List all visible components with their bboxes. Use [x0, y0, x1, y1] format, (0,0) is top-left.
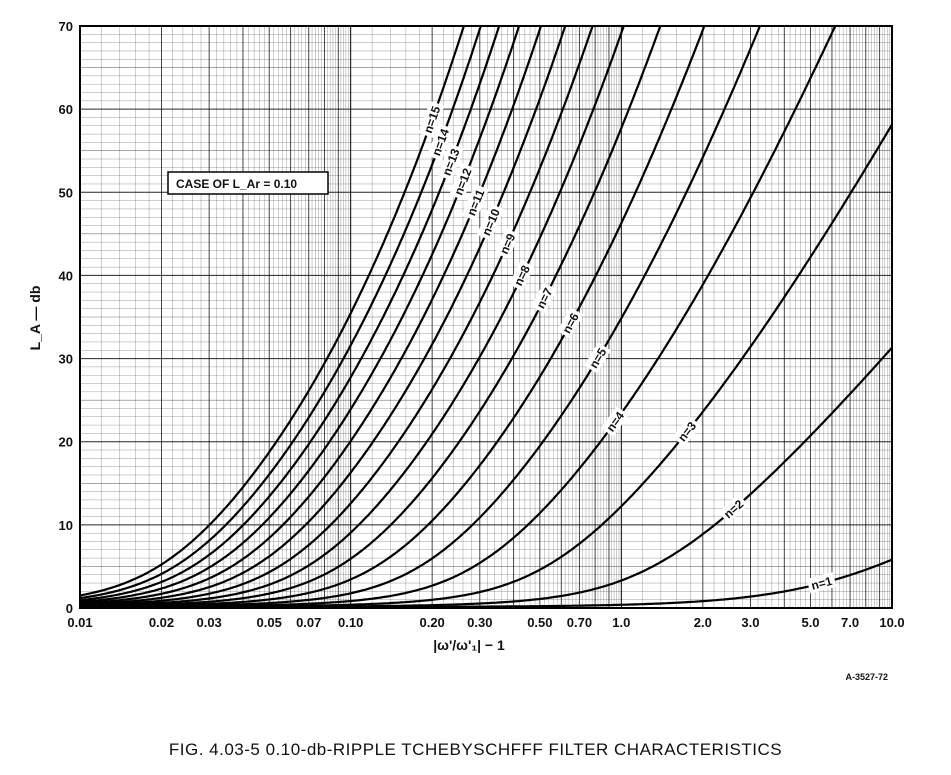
- curve-n=14: [79, 25, 482, 600]
- y-tick-labels: 0 10 20 30 40 50 60 70: [59, 19, 73, 616]
- y-tick-label: 60: [59, 102, 73, 117]
- x-tick-label: 2.0: [694, 615, 712, 630]
- figure-stamp: A-3527-72: [845, 672, 888, 682]
- curve-label-bg: [806, 572, 837, 594]
- curve-n=11: [79, 25, 542, 605]
- y-tick-label: 10: [59, 518, 73, 533]
- x-tick-label: 7.0: [841, 615, 859, 630]
- chart: n=1n=2n=3n=4n=5n=6n=7n=8n=9n=10n=11n=12n…: [27, 19, 905, 682]
- plot-frame: [79, 25, 893, 609]
- x-tick-label: 0.10: [338, 615, 363, 630]
- curve-label-n=1: n=1: [806, 572, 837, 594]
- curve-n=6: [80, 25, 706, 608]
- x-tick-label: 0.30: [467, 615, 492, 630]
- curves: [79, 25, 893, 609]
- x-tick-label: 0.07: [296, 615, 321, 630]
- x-tick-labels: 0.01 0.02 0.03 0.05 0.07 0.10 0.20 0.30 0.50 0.70…: [67, 615, 904, 630]
- curve-label-bg: [718, 494, 749, 524]
- y-tick-label: 30: [59, 352, 73, 367]
- curve-label-bg: [557, 307, 584, 339]
- annotation-box: [167, 171, 329, 195]
- annotation-text: CASE OF L_Ar = 0.10: [176, 177, 297, 191]
- curve-n=7: [80, 25, 662, 608]
- y-tick-label: 0: [66, 601, 73, 616]
- curve-n=13: [79, 25, 501, 602]
- curve-label-bg: [509, 259, 535, 291]
- x-tick-label: 0.03: [196, 615, 221, 630]
- y-axis-label: L_A — db: [27, 286, 43, 351]
- x-tick-label: 0.70: [567, 615, 592, 630]
- curve-label-bg: [584, 342, 611, 374]
- curve-label-bg: [494, 228, 520, 259]
- y-tick-label: 70: [59, 19, 73, 34]
- curve-label-bg: [418, 100, 445, 138]
- x-tick-label: 1.0: [612, 615, 630, 630]
- figure-caption: FIG. 4.03-5 0.10-db-RIPPLE TCHEBYSCHFFF …: [168, 740, 783, 759]
- curve-label-text: n=1: [810, 574, 834, 593]
- curve-label-bg: [437, 143, 464, 181]
- x-tick-label: 0.02: [149, 615, 174, 630]
- y-tick-label: 40: [59, 268, 73, 283]
- curve-n=8: [80, 25, 625, 607]
- curve-label-bg: [461, 183, 489, 221]
- x-tick-label: 0.20: [419, 615, 444, 630]
- curve-label-bg: [449, 162, 476, 201]
- y-tick-label: 50: [59, 185, 73, 200]
- x-tick-label: 0.01: [67, 615, 92, 630]
- x-tick-label: 3.0: [741, 615, 759, 630]
- x-tick-label: 5.0: [801, 615, 819, 630]
- curve-label-bg: [476, 203, 505, 241]
- curve-n=12: [79, 25, 521, 603]
- x-tick-label: 0.05: [257, 615, 282, 630]
- curve-label-bg: [531, 282, 557, 314]
- curve-label-bg: [427, 123, 454, 161]
- x-axis-label: |ω'/ω'₁| − 1: [433, 637, 505, 653]
- y-tick-label: 20: [59, 435, 73, 450]
- x-tick-label: 10.0: [879, 615, 904, 630]
- curve-label-bg: [672, 416, 701, 447]
- curve-label-bg: [600, 406, 629, 437]
- x-tick-label: 0.50: [527, 615, 552, 630]
- curve-labels: n=1n=2n=3n=4n=5n=6n=7n=8n=9n=10n=11n=12n…: [418, 100, 837, 594]
- curve-n=15: [79, 25, 465, 597]
